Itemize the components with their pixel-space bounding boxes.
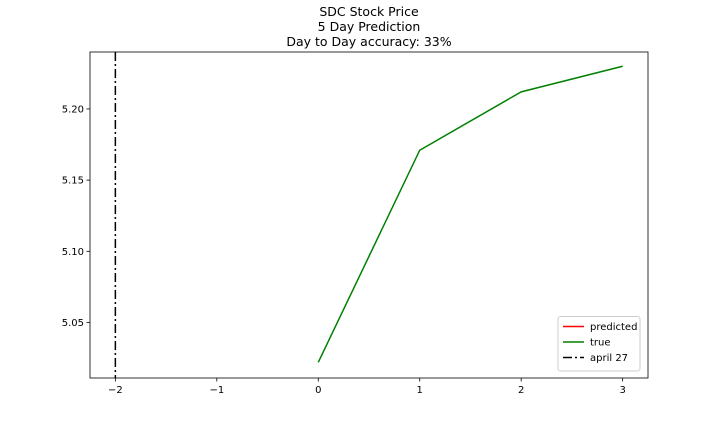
legend xyxy=(557,316,641,372)
y-tick-label: 5.05 xyxy=(62,318,84,329)
legend-label-predicted: predicted xyxy=(590,322,637,333)
chart-title-line-2: 5 Day Prediction xyxy=(317,19,421,34)
y-tick-label: 5.10 xyxy=(62,247,84,258)
x-tick-label: 3 xyxy=(619,385,625,396)
x-tick-label: 1 xyxy=(417,385,423,396)
x-tick-label: 2 xyxy=(518,385,524,396)
x-tick-label: −1 xyxy=(209,385,224,396)
series-line-true xyxy=(317,65,623,363)
y-tick-label: 5.20 xyxy=(62,104,84,115)
x-tick-label: 0 xyxy=(315,385,321,396)
chart-title: SDC Stock Price 5 Day Prediction Day to … xyxy=(90,4,648,49)
x-tick-label: −2 xyxy=(108,385,123,396)
plot-area-frame xyxy=(89,51,649,379)
legend-label-true: true xyxy=(590,338,611,349)
chart-title-line-3: Day to Day accuracy: 33% xyxy=(286,34,452,49)
legend-label-april-27: april 27 xyxy=(590,353,628,364)
y-tick-label: 5.15 xyxy=(62,176,84,187)
chart-title-line-1: SDC Stock Price xyxy=(319,4,419,19)
